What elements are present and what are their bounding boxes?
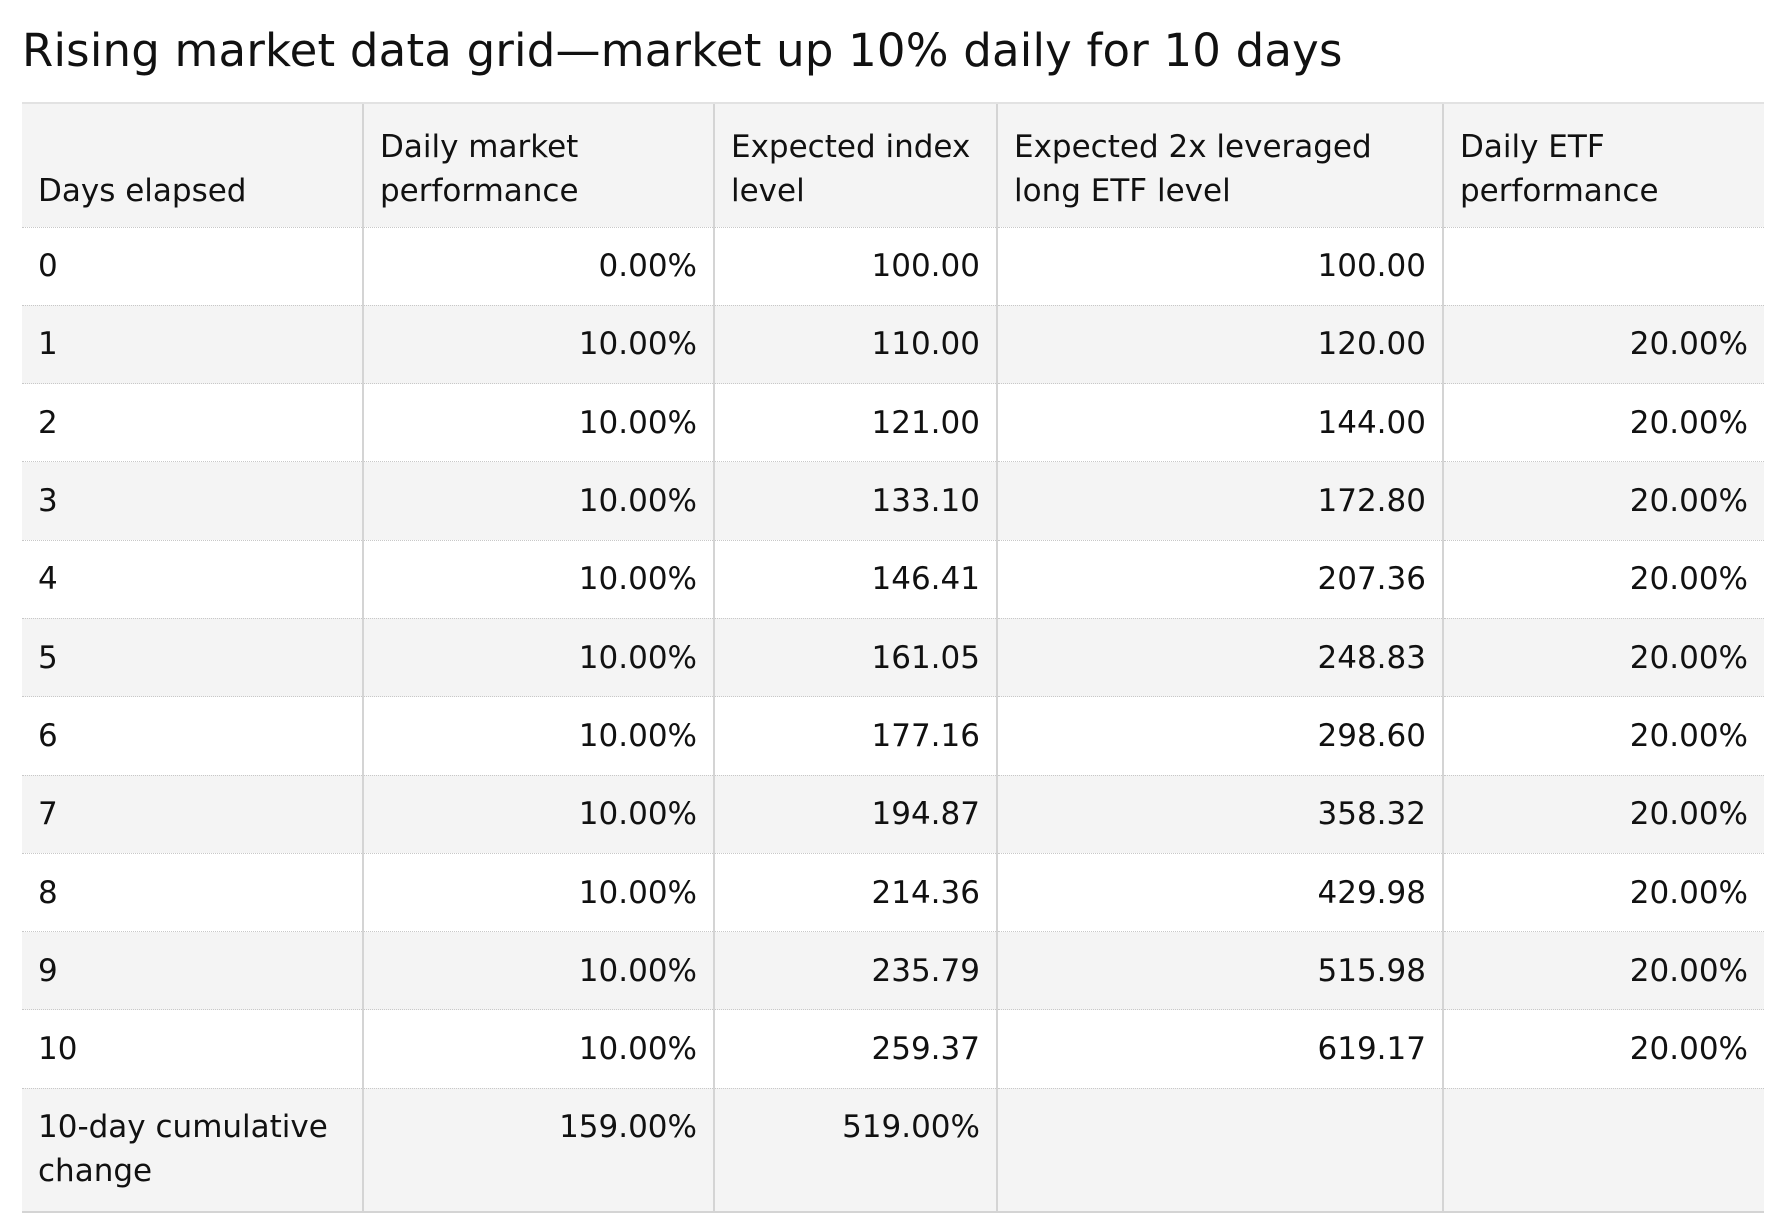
- cell-index-level: 161.05: [713, 617, 997, 697]
- cell-index-level: 121.00: [713, 383, 997, 462]
- cell-etf-level: 358.32: [996, 774, 1443, 854]
- cell-days: 9: [22, 931, 363, 1010]
- cell-index-level: 177.16: [713, 696, 997, 776]
- header-row: Days elapsed Daily market performance Ex…: [22, 102, 1764, 227]
- header-expected-etf-level: Expected 2x leveraged long ETF level: [996, 102, 1443, 227]
- cell-index-level: 133.10: [713, 461, 997, 541]
- cell-market-performance: 10.00%: [362, 852, 714, 932]
- table-row: 6 10.00% 177.16 298.60 20.00%: [22, 696, 1764, 776]
- cell-etf-level: 144.00: [996, 383, 1443, 462]
- cell-etf-level: 120.00: [996, 304, 1443, 384]
- cell-index-level: 259.37: [713, 1009, 997, 1089]
- data-table: Days elapsed Daily market performance Ex…: [22, 102, 1764, 1214]
- cell-label: 10-day cumulative change: [22, 1087, 363, 1214]
- cell-etf-level: 172.80: [996, 461, 1443, 541]
- cell-days: 3: [22, 461, 363, 541]
- cell-days: 4: [22, 539, 363, 619]
- cell-etf-performance: 20.00%: [1442, 931, 1764, 1010]
- header-daily-etf-performance: Daily ETF performance: [1442, 102, 1764, 227]
- cell-etf-performance: 20.00%: [1442, 1009, 1764, 1089]
- cell-market-cumulative: 159.00%: [362, 1087, 714, 1214]
- cell-market-performance: 10.00%: [362, 1009, 714, 1089]
- cell-etf-level-cumulative: [996, 1087, 1443, 1214]
- cell-market-performance: 10.00%: [362, 461, 714, 541]
- cumulative-row: 10-day cumulative change 159.00% 519.00%: [22, 1087, 1764, 1214]
- cell-days: 1: [22, 304, 363, 384]
- cell-index-level: 110.00: [713, 304, 997, 384]
- cell-index-level: 146.41: [713, 539, 997, 619]
- cell-etf-level: 207.36: [996, 539, 1443, 619]
- cell-days: 2: [22, 383, 363, 462]
- cell-etf-performance: [1442, 226, 1764, 306]
- page-title: Rising market data grid—market up 10% da…: [22, 24, 1343, 77]
- header-daily-market-performance: Daily market performance: [362, 102, 714, 227]
- cell-etf-performance: 20.00%: [1442, 304, 1764, 384]
- cell-etf-performance: 20.00%: [1442, 774, 1764, 854]
- table-row: 8 10.00% 214.36 429.98 20.00%: [22, 852, 1764, 932]
- cell-etf-level: 248.83: [996, 617, 1443, 697]
- cell-index-level: 214.36: [713, 852, 997, 932]
- cell-days: 0: [22, 226, 363, 306]
- table-row: 2 10.00% 121.00 144.00 20.00%: [22, 383, 1764, 462]
- cell-days: 10: [22, 1009, 363, 1089]
- table-row: 9 10.00% 235.79 515.98 20.00%: [22, 931, 1764, 1010]
- cell-days: 6: [22, 696, 363, 776]
- table-row: 5 10.00% 161.05 248.83 20.00%: [22, 617, 1764, 697]
- header-expected-index-level: Expected index level: [713, 102, 997, 227]
- cell-index-level: 194.87: [713, 774, 997, 854]
- cell-market-performance: 10.00%: [362, 696, 714, 776]
- table-row: 0 0.00% 100.00 100.00: [22, 226, 1764, 306]
- cell-market-performance: 10.00%: [362, 304, 714, 384]
- cell-etf-performance: 20.00%: [1442, 696, 1764, 776]
- table-row: 7 10.00% 194.87 358.32 20.00%: [22, 774, 1764, 854]
- cell-market-performance: 10.00%: [362, 617, 714, 697]
- table-row: 4 10.00% 146.41 207.36 20.00%: [22, 539, 1764, 619]
- cell-days: 5: [22, 617, 363, 697]
- cell-market-performance: 0.00%: [362, 226, 714, 306]
- table-row: 10 10.00% 259.37 619.17 20.00%: [22, 1009, 1764, 1089]
- cell-days: 8: [22, 852, 363, 932]
- cell-etf-performance: 20.00%: [1442, 852, 1764, 932]
- cell-etf-level: 429.98: [996, 852, 1443, 932]
- cell-index-level: 100.00: [713, 226, 997, 306]
- cell-market-performance: 10.00%: [362, 774, 714, 854]
- cell-etf-performance: 20.00%: [1442, 539, 1764, 619]
- cell-etf-level: 298.60: [996, 696, 1443, 776]
- table-body: 0 0.00% 100.00 100.00 1 10.00% 110.00 120.00 20.…: [22, 226, 1764, 1214]
- cell-etf-level: 100.00: [996, 226, 1443, 306]
- cell-index-level: 235.79: [713, 931, 997, 1010]
- cell-market-performance: 10.00%: [362, 539, 714, 619]
- cell-market-performance: 10.00%: [362, 931, 714, 1010]
- cell-market-performance: 10.00%: [362, 383, 714, 462]
- cell-etf-performance: 20.00%: [1442, 383, 1764, 462]
- cell-index-cumulative: 519.00%: [713, 1087, 997, 1214]
- table-row: 3 10.00% 133.10 172.80 20.00%: [22, 461, 1764, 541]
- cell-etf-perf-cumulative: [1442, 1087, 1764, 1214]
- cell-days: 7: [22, 774, 363, 854]
- table-header: Days elapsed Daily market performance Ex…: [22, 102, 1764, 227]
- cell-etf-level: 515.98: [996, 931, 1443, 1010]
- header-days-elapsed: Days elapsed: [22, 102, 363, 227]
- cell-etf-level: 619.17: [996, 1009, 1443, 1089]
- cell-etf-performance: 20.00%: [1442, 617, 1764, 697]
- table-row: 1 10.00% 110.00 120.00 20.00%: [22, 304, 1764, 384]
- cell-etf-performance: 20.00%: [1442, 461, 1764, 541]
